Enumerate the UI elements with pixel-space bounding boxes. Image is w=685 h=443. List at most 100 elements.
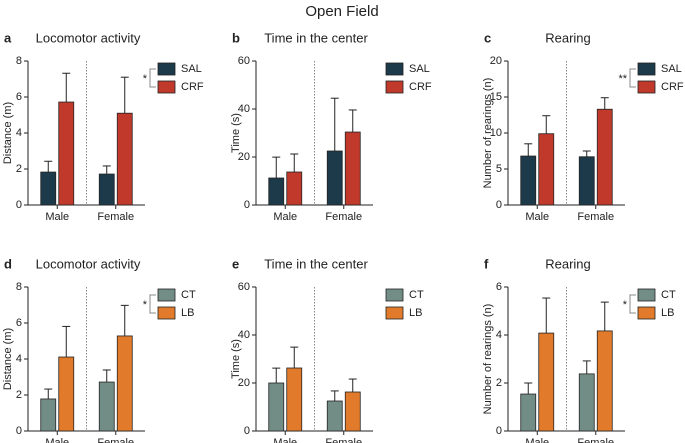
legend-label: CT (661, 289, 676, 301)
y-tick-label: 8 (16, 281, 22, 293)
bar (520, 155, 537, 206)
y-tick-label: 4 (16, 353, 22, 365)
y-tick-label: 8 (16, 55, 22, 67)
bar (344, 131, 361, 206)
bar (538, 133, 555, 206)
significance-bracket (629, 294, 636, 314)
significance-bracket (149, 294, 156, 314)
x-tick-label: Female (577, 437, 614, 443)
legend-label: LB (181, 307, 194, 319)
legend-label: SAL (181, 63, 202, 75)
legend-swatch (157, 62, 176, 76)
y-axis-label: Time (s) (230, 339, 242, 379)
legend-swatch (157, 288, 176, 302)
legend-label: LB (661, 307, 674, 319)
y-tick-label: 2 (16, 163, 22, 175)
bar (286, 367, 303, 432)
y-tick-label: 6 (16, 91, 22, 103)
y-tick-label: 4 (16, 127, 22, 139)
panel-title: Rearing (545, 30, 591, 45)
legend-swatch (637, 80, 656, 94)
panel-title: Locomotor activity (36, 256, 141, 271)
panel-title: Time in the center (264, 256, 368, 271)
bar (326, 400, 343, 432)
x-tick-label: Female (577, 211, 614, 223)
legend-swatch (385, 306, 404, 320)
x-tick-label: Female (325, 437, 362, 443)
y-tick-label: 2 (496, 377, 502, 389)
y-axis-label: Number of rearings (n) (482, 78, 494, 189)
y-tick-label: 5 (496, 163, 502, 175)
bar (58, 101, 75, 206)
y-tick-label: 40 (238, 103, 250, 115)
y-tick-label: 20 (238, 377, 250, 389)
panel-title: Locomotor activity (36, 30, 141, 45)
y-tick-label: 6 (496, 281, 502, 293)
y-tick-label: 0 (496, 199, 502, 211)
panel-letter: b (232, 30, 240, 45)
bar (596, 330, 613, 432)
y-tick-label: 2 (16, 389, 22, 401)
figure-title: Open Field (305, 3, 378, 20)
y-tick-label: 0 (244, 425, 250, 437)
bar (596, 108, 613, 206)
legend-label: CT (181, 289, 196, 301)
y-tick-label: 4 (496, 329, 502, 341)
legend-label: SAL (409, 63, 430, 75)
bar (40, 398, 57, 432)
y-tick-label: 20 (490, 55, 502, 67)
bar (578, 373, 595, 432)
bar (286, 171, 303, 206)
panel-letter: d (4, 256, 12, 271)
y-axis-label: Distance (m) (2, 328, 14, 390)
y-tick-label: 40 (238, 329, 250, 341)
significance-bracket (149, 68, 156, 88)
panel-letter: c (484, 30, 491, 45)
legend-swatch (157, 80, 176, 94)
bar (116, 335, 133, 432)
legend-label: LB (409, 307, 422, 319)
bar (98, 381, 115, 432)
y-tick-label: 20 (238, 151, 250, 163)
bar (268, 382, 285, 432)
y-tick-label: 0 (244, 199, 250, 211)
bar (344, 391, 361, 432)
bar (40, 171, 57, 206)
legend-swatch (385, 80, 404, 94)
legend-label: SAL (661, 63, 682, 75)
y-axis-label: Number of rearings (n) (482, 304, 494, 415)
bar (98, 173, 115, 206)
legend-label: CT (409, 289, 424, 301)
panel-title: Time in the center (264, 30, 368, 45)
panel-title: Rearing (545, 256, 591, 271)
x-tick-label: Male (45, 211, 69, 223)
x-tick-label: Female (325, 211, 362, 223)
y-axis-label: Time (s) (230, 113, 242, 153)
legend-swatch (385, 288, 404, 302)
bar (578, 156, 595, 206)
x-tick-label: Male (525, 437, 549, 443)
legend-swatch (637, 288, 656, 302)
bar (520, 393, 537, 432)
x-tick-label: Male (273, 437, 297, 443)
y-tick-label: 0 (16, 425, 22, 437)
y-tick-label: 15 (490, 91, 502, 103)
panel-letter: a (4, 30, 12, 45)
y-tick-label: 60 (238, 281, 250, 293)
bar (116, 112, 133, 206)
significance-marker: ** (618, 73, 627, 85)
legend-swatch (637, 306, 656, 320)
significance-bracket (629, 68, 636, 88)
x-tick-label: Female (97, 211, 134, 223)
x-tick-label: Male (525, 211, 549, 223)
legend-swatch (637, 62, 656, 76)
y-tick-label: 6 (16, 317, 22, 329)
x-tick-label: Male (273, 211, 297, 223)
y-tick-label: 60 (238, 55, 250, 67)
significance-marker: * (143, 73, 148, 85)
y-tick-label: 10 (490, 127, 502, 139)
bar (326, 150, 343, 206)
significance-marker: * (143, 299, 148, 311)
x-tick-label: Male (45, 437, 69, 443)
